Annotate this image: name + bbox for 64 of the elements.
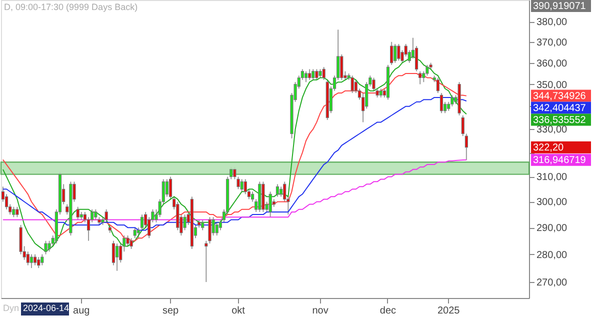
y-tick-label: 370,00: [536, 37, 568, 48]
candlestick: [116, 243, 119, 272]
candlestick: [279, 186, 283, 198]
x-tick-label: 2025: [437, 306, 460, 316]
candlestick: [390, 41, 394, 66]
candlestick: [312, 68, 315, 80]
y-tick-label: 380,00: [536, 17, 568, 28]
x-tick-label: okt: [232, 306, 246, 316]
x-tick-label: dec: [380, 306, 396, 316]
text: 322,20: [533, 142, 564, 154]
y-tick-label: 300,00: [536, 197, 568, 208]
x-tick-label: sep: [162, 306, 180, 316]
y-tick-label: 310,00: [536, 172, 568, 184]
candlestick: [201, 219, 204, 231]
candlestick: [76, 206, 80, 220]
candlestick: [397, 43, 400, 62]
candlestick: [130, 238, 133, 250]
candlestick: [44, 240, 48, 255]
text: 2024-06-14: [23, 303, 70, 313]
candlestick: [268, 191, 272, 218]
candlestick: [440, 92, 444, 114]
candlestick: [37, 256, 40, 269]
candlestick: [322, 66, 326, 80]
candlestick: [30, 254, 34, 269]
candlestick: [40, 254, 44, 266]
candlestick: [34, 254, 37, 266]
text: 316,946719: [533, 154, 586, 166]
candlestick: [94, 208, 98, 220]
text: Dyn: [3, 303, 20, 313]
candlestick: [304, 70, 308, 83]
candlestick: [126, 234, 130, 247]
text: 336,535552: [533, 114, 586, 126]
candlestick: [394, 43, 397, 64]
candlestick: [418, 70, 422, 85]
text: 342,404437: [533, 102, 586, 114]
candlestick: [308, 68, 312, 80]
candlestick: [215, 222, 218, 236]
candlestick: [450, 94, 454, 107]
text: 390,919071: [533, 1, 586, 12]
candlestick: [240, 178, 244, 192]
candlestick: [104, 208, 108, 223]
y-tick-label: 290,00: [536, 223, 568, 234]
candlestick: [350, 75, 354, 94]
candlestick: [183, 214, 186, 231]
y-tick-label: 350,00: [536, 80, 568, 91]
x-tick-label: nov: [312, 306, 328, 316]
candlestick: [436, 77, 440, 94]
candlestick: [372, 77, 376, 92]
chart-title: D, 09:00-17:30 (9999 Days Back): [4, 2, 138, 12]
candlestick: [16, 206, 19, 218]
y-tick-label: 330,00: [536, 124, 568, 136]
text: 344,734926: [533, 90, 586, 102]
candlestick: [315, 68, 318, 80]
candlestick: [276, 184, 280, 198]
candlestick: [168, 176, 172, 200]
x-tick-label: aug: [73, 306, 90, 316]
candlestick: [12, 206, 16, 218]
candlestick: [208, 216, 212, 244]
y-tick-label: 270,00: [536, 278, 568, 289]
y-tick-label: 360,00: [536, 58, 568, 70]
candlestick: [244, 178, 247, 195]
y-tick-label: 280,00: [536, 250, 568, 261]
candlestick: [133, 227, 136, 239]
candlestick: [340, 54, 344, 80]
